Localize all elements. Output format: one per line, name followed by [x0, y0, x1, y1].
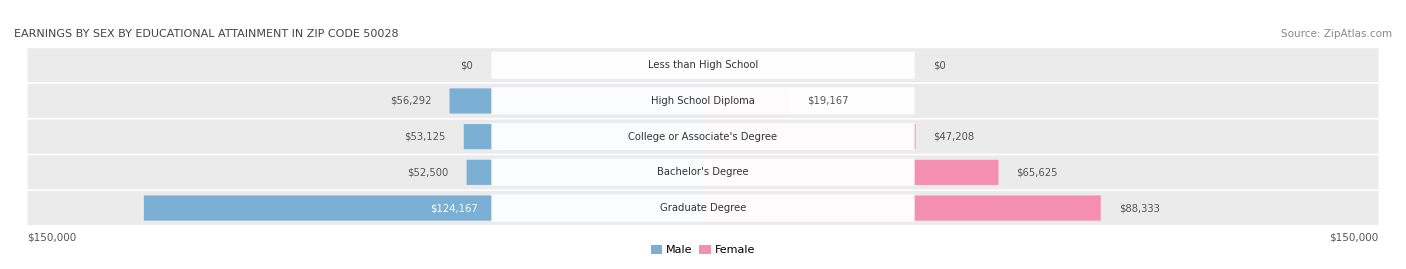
Text: $150,000: $150,000 — [28, 232, 77, 242]
FancyBboxPatch shape — [28, 48, 1378, 82]
Text: Source: ZipAtlas.com: Source: ZipAtlas.com — [1281, 29, 1392, 39]
FancyBboxPatch shape — [28, 155, 1378, 189]
Text: Graduate Degree: Graduate Degree — [659, 203, 747, 213]
Text: $0: $0 — [932, 60, 945, 70]
FancyBboxPatch shape — [28, 191, 1378, 225]
FancyBboxPatch shape — [450, 88, 703, 114]
Text: $0: $0 — [461, 60, 474, 70]
FancyBboxPatch shape — [28, 84, 1378, 118]
FancyBboxPatch shape — [703, 196, 1101, 221]
Text: EARNINGS BY SEX BY EDUCATIONAL ATTAINMENT IN ZIP CODE 50028: EARNINGS BY SEX BY EDUCATIONAL ATTAINMEN… — [14, 29, 399, 39]
FancyBboxPatch shape — [143, 196, 703, 221]
FancyBboxPatch shape — [491, 87, 915, 114]
Text: Bachelor's Degree: Bachelor's Degree — [657, 167, 749, 177]
Text: $47,208: $47,208 — [934, 132, 974, 142]
FancyBboxPatch shape — [491, 52, 915, 79]
FancyBboxPatch shape — [703, 160, 998, 185]
FancyBboxPatch shape — [491, 159, 915, 186]
FancyBboxPatch shape — [491, 123, 915, 150]
Text: $52,500: $52,500 — [408, 167, 449, 177]
FancyBboxPatch shape — [28, 120, 1378, 154]
Text: $65,625: $65,625 — [1017, 167, 1057, 177]
Legend: Male, Female: Male, Female — [647, 240, 759, 260]
FancyBboxPatch shape — [703, 88, 789, 114]
Text: $88,333: $88,333 — [1119, 203, 1160, 213]
Text: $150,000: $150,000 — [1329, 232, 1378, 242]
Text: Less than High School: Less than High School — [648, 60, 758, 70]
Text: $53,125: $53,125 — [405, 132, 446, 142]
Text: College or Associate's Degree: College or Associate's Degree — [628, 132, 778, 142]
Text: High School Diploma: High School Diploma — [651, 96, 755, 106]
FancyBboxPatch shape — [491, 194, 915, 222]
Text: $19,167: $19,167 — [807, 96, 849, 106]
Text: $124,167: $124,167 — [430, 203, 478, 213]
FancyBboxPatch shape — [467, 160, 703, 185]
FancyBboxPatch shape — [464, 124, 703, 149]
Text: $56,292: $56,292 — [389, 96, 432, 106]
FancyBboxPatch shape — [703, 124, 915, 149]
